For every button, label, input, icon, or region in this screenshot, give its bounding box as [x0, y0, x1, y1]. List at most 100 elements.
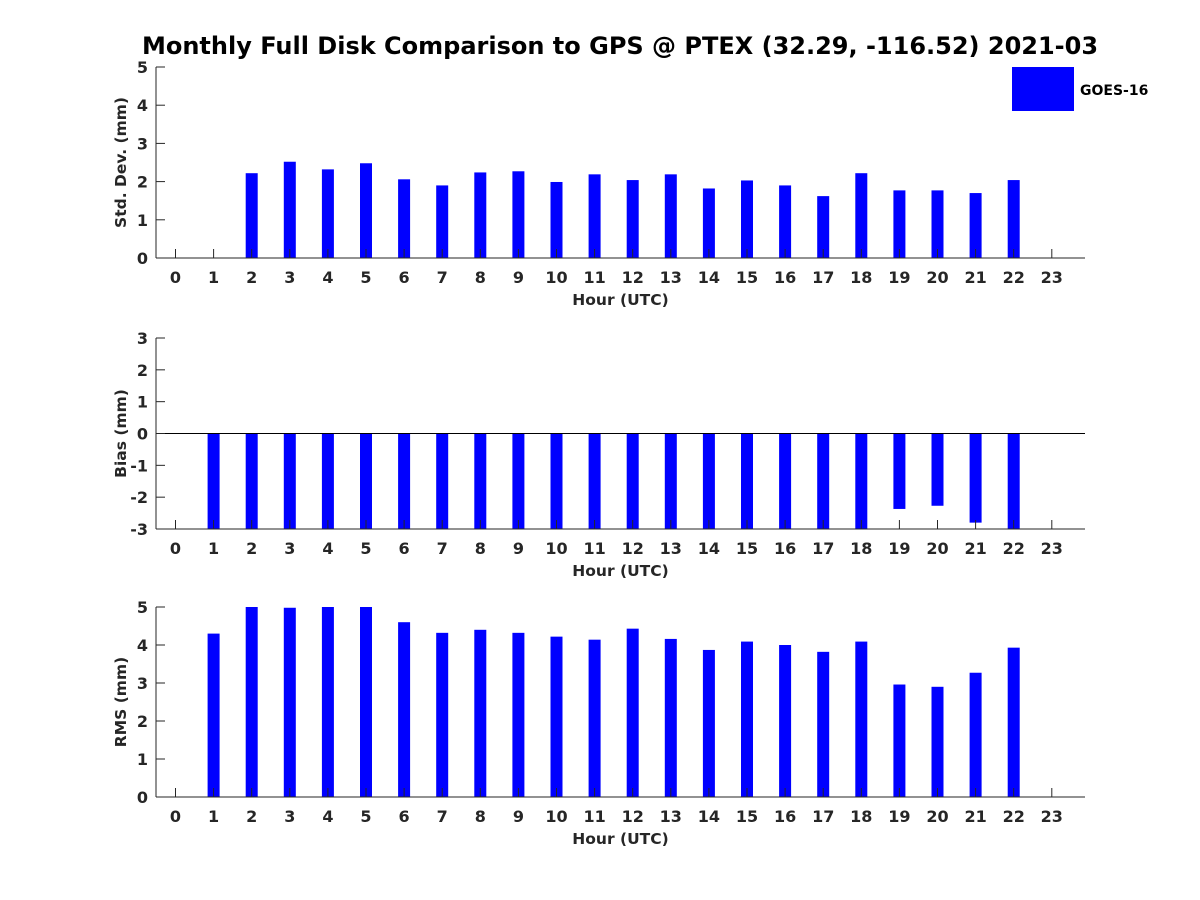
x-tick-label-std-dev: 19	[888, 268, 910, 287]
x-axis-label-rms: Hour (UTC)	[572, 830, 668, 848]
y-tick-label-std-dev: 2	[137, 173, 148, 192]
bar-rms-hour-5	[360, 607, 372, 797]
x-tick-label-rms: 8	[475, 807, 486, 826]
x-tick-label-std-dev: 8	[475, 268, 486, 287]
bar-std-dev-hour-9	[512, 171, 525, 258]
x-tick-label-std-dev: 0	[170, 268, 181, 287]
bar-bias-hour-14	[702, 433, 715, 529]
x-tick-label-rms: 18	[850, 807, 872, 826]
bar-rms-hour-16	[779, 645, 792, 797]
bar-bias-hour-5	[360, 433, 372, 529]
x-tick-label-rms: 6	[399, 807, 410, 826]
bar-std-dev-hour-10	[550, 181, 563, 258]
x-tick-label-std-dev: 13	[660, 268, 682, 287]
bar-std-dev-hour-19	[893, 190, 906, 258]
x-tick-label-bias: 12	[622, 539, 644, 558]
bar-rms-hour-9	[512, 632, 525, 797]
y-axis-label-bias: Bias (mm)	[112, 389, 130, 478]
x-tick-label-std-dev: 21	[964, 268, 986, 287]
bar-bias-hour-2	[245, 433, 258, 529]
bar-bias-hour-8	[474, 433, 487, 529]
bar-bias-hour-18	[855, 433, 868, 529]
x-tick-label-std-dev: 9	[513, 268, 524, 287]
x-tick-label-bias: 14	[698, 539, 720, 558]
bar-rms-hour-2	[245, 607, 258, 797]
x-tick-label-rms: 19	[888, 807, 910, 826]
x-tick-label-bias: 21	[964, 539, 986, 558]
bar-bias-hour-13	[664, 433, 677, 529]
bar-bias-hour-7	[436, 433, 449, 529]
x-tick-label-std-dev: 4	[322, 268, 333, 287]
bar-rms-hour-14	[702, 649, 715, 797]
bar-bias-hour-17	[817, 433, 830, 529]
bar-bias-hour-10	[550, 433, 563, 529]
bar-bias-hour-16	[779, 433, 792, 529]
y-tick-label-rms: 1	[137, 750, 148, 769]
y-axis-label-rms: RMS (mm)	[112, 657, 130, 747]
y-tick-label-bias: -2	[130, 488, 148, 507]
bar-std-dev-hour-3	[283, 161, 296, 258]
bar-rms-hour-18	[855, 641, 868, 797]
bar-rms-hour-21	[969, 672, 982, 797]
bar-rms-hour-22	[1007, 647, 1020, 797]
bar-bias-hour-3	[283, 433, 296, 529]
bar-std-dev-hour-12	[626, 180, 639, 258]
x-tick-label-std-dev: 7	[437, 268, 448, 287]
x-tick-label-std-dev: 3	[284, 268, 295, 287]
y-tick-label-bias: 2	[137, 361, 148, 380]
x-tick-label-bias: 1	[208, 539, 219, 558]
chart-title: Monthly Full Disk Comparison to GPS @ PT…	[142, 32, 1098, 60]
x-tick-label-rms: 9	[513, 807, 524, 826]
x-tick-label-bias: 3	[284, 539, 295, 558]
bar-bias-hour-4	[321, 433, 334, 529]
bar-rms-hour-19	[893, 684, 906, 797]
x-tick-label-rms: 20	[926, 807, 948, 826]
bar-bias-hour-9	[512, 433, 525, 529]
legend-label-goes16: GOES-16	[1080, 83, 1148, 99]
bar-bias-hour-1	[207, 433, 220, 529]
bar-rms-hour-17	[817, 651, 830, 797]
bar-bias-hour-22	[1007, 433, 1020, 529]
x-tick-label-std-dev: 1	[208, 268, 219, 287]
x-tick-label-rms: 0	[170, 807, 181, 826]
x-tick-label-bias: 0	[170, 539, 181, 558]
y-tick-label-std-dev: 1	[137, 211, 148, 230]
x-tick-label-rms: 17	[812, 807, 834, 826]
y-tick-label-rms: 5	[137, 598, 148, 617]
bar-std-dev-hour-8	[474, 172, 487, 258]
bar-rms-hour-4	[321, 607, 334, 797]
bar-std-dev-hour-22	[1007, 180, 1020, 258]
x-tick-label-bias: 10	[545, 539, 567, 558]
bar-rms-hour-10	[550, 636, 563, 797]
x-tick-label-rms: 13	[660, 807, 682, 826]
y-axis-label-std-dev: Std. Dev. (mm)	[112, 97, 130, 228]
bar-rms-hour-1	[207, 633, 220, 797]
x-tick-label-bias: 19	[888, 539, 910, 558]
x-tick-label-rms: 22	[1003, 807, 1025, 826]
bar-std-dev-hour-16	[779, 185, 792, 258]
bar-std-dev-hour-6	[398, 179, 411, 258]
x-tick-label-std-dev: 20	[926, 268, 948, 287]
y-tick-label-rms: 4	[137, 636, 148, 655]
x-tick-label-std-dev: 17	[812, 268, 834, 287]
y-tick-label-rms: 0	[137, 788, 148, 807]
y-tick-label-bias: 0	[137, 425, 148, 444]
x-tick-label-rms: 12	[622, 807, 644, 826]
x-tick-label-std-dev: 23	[1041, 268, 1063, 287]
x-tick-label-std-dev: 14	[698, 268, 720, 287]
x-tick-label-rms: 14	[698, 807, 720, 826]
x-tick-label-rms: 3	[284, 807, 295, 826]
x-tick-label-rms: 16	[774, 807, 796, 826]
x-tick-label-bias: 18	[850, 539, 872, 558]
x-tick-label-bias: 6	[399, 539, 410, 558]
y-tick-label-bias: 1	[137, 393, 148, 412]
bar-bias-hour-20	[931, 433, 944, 506]
bar-std-dev-hour-13	[664, 174, 677, 258]
y-tick-label-rms: 2	[137, 712, 148, 731]
x-tick-label-std-dev: 15	[736, 268, 758, 287]
x-tick-label-std-dev: 22	[1003, 268, 1025, 287]
bar-bias-hour-15	[741, 433, 753, 529]
